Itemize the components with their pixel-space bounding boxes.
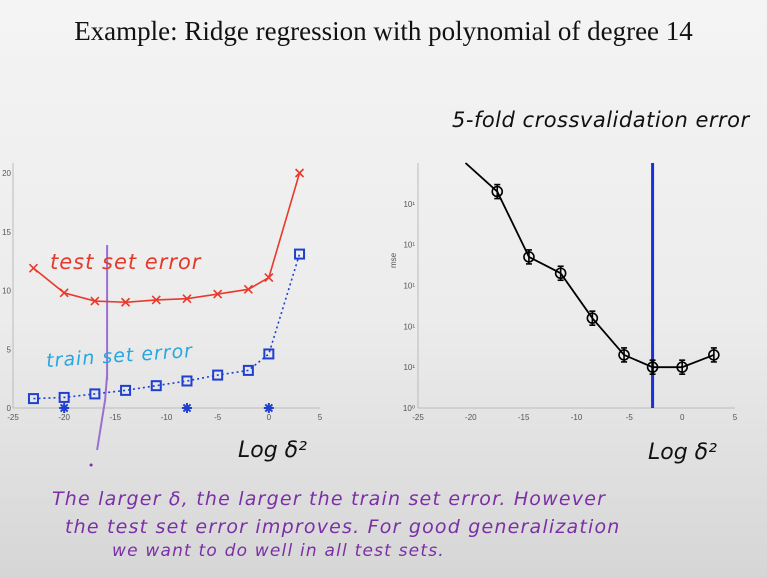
cv-error-point: [554, 267, 567, 280]
right-series-group: [464, 162, 720, 375]
left-x-tick-label: -20: [58, 413, 70, 422]
train-error-point: [150, 380, 162, 392]
test-error-point: [59, 288, 69, 298]
right-y-tick-label: 10⁰: [403, 404, 415, 413]
test-error-point: [182, 294, 192, 304]
left-tick-labels: -25 -20 -15 -10 -5 0 5 0 5 10 15 20: [2, 169, 323, 422]
left-y-tick-label: 10: [2, 287, 11, 296]
cv-error-point: [646, 361, 659, 373]
right-y-tick-label: 10¹: [403, 322, 415, 331]
cv-error-annotation: 5-fold crossvalidation error: [452, 108, 750, 132]
right-y-axis-label: mse: [389, 252, 398, 268]
train-error-point: [27, 393, 39, 405]
right-plot: mse -25 -20 -15 -10 -5 0 5 10⁰ 10¹ 10¹ 10¹ 10¹ 10¹: [389, 162, 738, 422]
test-error-point: [294, 168, 305, 178]
train-error-point: [181, 375, 193, 387]
test-error-point: [151, 295, 161, 305]
cv-error-point: [586, 312, 599, 324]
right-y-tick-label: 10¹: [403, 363, 415, 372]
train-error-point: [58, 391, 70, 403]
right-x-axis-label: Log δ²: [648, 440, 717, 465]
right-x-tick-label: -20: [465, 413, 477, 422]
test-error-point: [28, 263, 39, 273]
train-error-point: [120, 384, 132, 396]
left-series-group: [27, 168, 306, 413]
cv-error-point: [523, 251, 535, 263]
right-x-tick-label: 5: [733, 413, 738, 422]
right-tick-labels: -25 -20 -15 -10 -5 0 5 10⁰ 10¹ 10¹ 10¹ 10¹ 10¹: [403, 200, 738, 422]
right-y-tick-label: 10¹: [403, 282, 415, 291]
hand-vline-lower: [96, 374, 109, 451]
left-x-tick-label: -15: [110, 413, 122, 422]
left-x-tick-label: -10: [161, 413, 173, 422]
right-y-tick-label: 10¹: [403, 241, 415, 250]
right-x-tick-label: -15: [518, 413, 530, 422]
left-x-tick-label: 0: [267, 413, 272, 422]
test-error-point: [243, 284, 253, 294]
test-set-error-label: test set error: [50, 250, 202, 274]
train-error-point: [89, 388, 101, 400]
chosen-value-star: [59, 403, 70, 413]
left-y-tick-label: 0: [7, 404, 12, 413]
cv-error-point: [676, 361, 688, 373]
hand-drawn-vertical-line: [89, 245, 109, 467]
right-x-tick-label: -10: [571, 413, 583, 422]
train-error-line: [33, 253, 301, 400]
train-error-point: [263, 348, 275, 360]
train-error-point: [242, 364, 254, 376]
test-error-point: [213, 289, 223, 299]
ink-dot: [89, 463, 93, 467]
test-error-line: [32, 172, 301, 304]
test-error-point: [264, 273, 274, 283]
left-y-tick-label: 20: [2, 169, 11, 178]
left-x-tick-label: -25: [7, 413, 19, 422]
slide-title: Example: Ridge regression with polynomia…: [74, 16, 693, 46]
chosen-value-star: [181, 403, 192, 413]
left-plot: -25 -20 -15 -10 -5 0 5 0 5 10 15 20: [2, 163, 323, 467]
test-error-point: [121, 297, 131, 307]
cv-error-point: [491, 185, 504, 198]
note-line-1: The larger δ, the larger the train set e…: [52, 488, 607, 510]
left-x-tick-label: -5: [214, 413, 222, 422]
right-y-tick-label: 10¹: [403, 200, 415, 209]
note-line-3: we want to do well in all test sets.: [112, 541, 445, 561]
train-error-point: [212, 369, 224, 381]
left-y-tick-label: 15: [2, 228, 11, 237]
note-line-2: the test set error improves. For good ge…: [65, 516, 621, 538]
test-error-point: [90, 296, 100, 306]
left-x-axis-label: Log δ²: [238, 438, 307, 463]
right-x-tick-label: 0: [680, 413, 685, 422]
cv-error-line: [464, 162, 715, 369]
cv-error-point: [708, 349, 720, 361]
right-x-tick-label: -5: [626, 413, 634, 422]
left-y-tick-label: 5: [7, 345, 12, 354]
cv-error-point: [618, 349, 630, 361]
train-error-point: [294, 248, 306, 260]
left-x-tick-label: 5: [318, 413, 323, 422]
right-x-tick-label: -25: [412, 413, 424, 422]
chosen-value-star: [263, 403, 274, 413]
